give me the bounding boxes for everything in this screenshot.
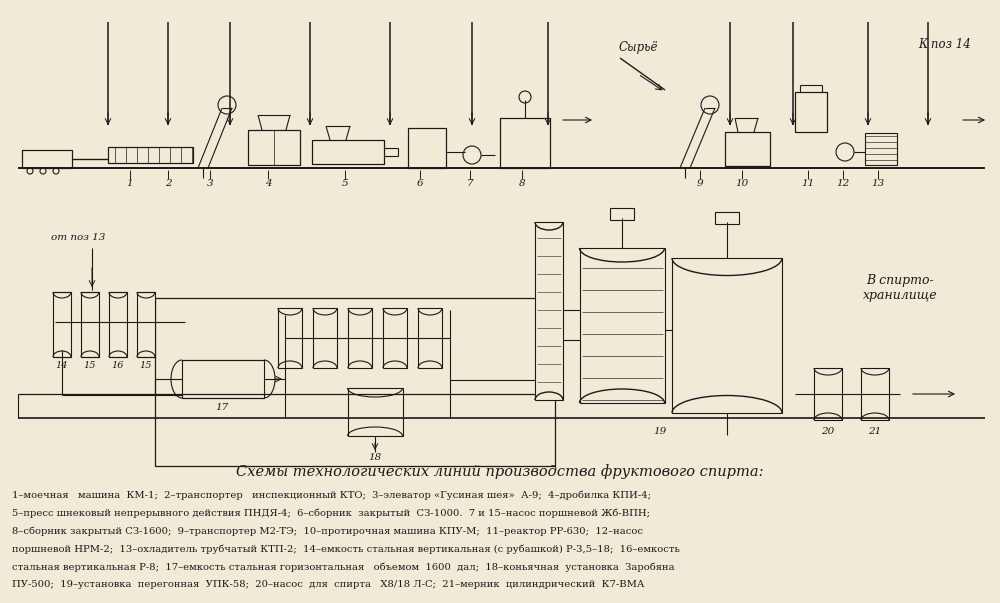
Bar xyxy=(672,258,782,413)
Text: 1: 1 xyxy=(127,180,133,189)
Text: 8–сборник закрытый СЗ-1600;  9–транспортер М2-ТЭ;  10–протирочная машина КПУ-М; : 8–сборник закрытый СЗ-1600; 9–транспорте… xyxy=(12,526,643,535)
Bar xyxy=(861,368,889,420)
Text: 13: 13 xyxy=(871,180,885,189)
Bar xyxy=(155,298,555,466)
Text: стальная вертикальная Р-8;  17–емкость стальная горизонтальная   объемом  1600  : стальная вертикальная Р-8; 17–емкость ст… xyxy=(12,562,675,572)
Text: 10: 10 xyxy=(735,180,749,189)
Bar xyxy=(814,368,842,420)
Bar xyxy=(312,140,384,164)
Bar xyxy=(278,308,302,368)
Bar xyxy=(715,212,739,224)
Text: 15: 15 xyxy=(84,361,96,370)
Text: 17: 17 xyxy=(215,403,229,412)
Bar xyxy=(865,133,897,165)
Circle shape xyxy=(836,143,854,161)
Text: 16: 16 xyxy=(112,361,124,370)
Text: 5: 5 xyxy=(342,180,348,189)
Text: 15: 15 xyxy=(140,361,152,370)
Bar xyxy=(313,308,337,368)
Text: 12: 12 xyxy=(836,180,850,189)
Bar xyxy=(500,118,550,168)
Circle shape xyxy=(701,96,719,114)
Text: 18: 18 xyxy=(368,453,382,463)
Text: 11: 11 xyxy=(801,180,815,189)
Circle shape xyxy=(53,168,59,174)
Bar xyxy=(22,150,72,168)
Circle shape xyxy=(519,91,531,103)
Bar xyxy=(108,147,193,163)
Text: 8: 8 xyxy=(519,180,525,189)
Bar xyxy=(795,92,827,132)
Bar xyxy=(248,130,300,165)
Text: В спирто-
хранилище: В спирто- хранилище xyxy=(863,274,937,302)
Bar xyxy=(725,132,770,166)
Text: 19: 19 xyxy=(653,428,667,437)
Text: Сырьё: Сырьё xyxy=(618,42,658,54)
Circle shape xyxy=(218,96,236,114)
Bar xyxy=(182,360,264,398)
Bar xyxy=(383,308,407,368)
Text: 5–пресс шнековый непрерывного действия ПНДЯ-4;  6–сборник  закрытый  СЗ-1000.  7: 5–пресс шнековый непрерывного действия П… xyxy=(12,508,650,517)
Text: 21: 21 xyxy=(868,428,882,437)
Text: 7: 7 xyxy=(467,180,473,189)
Bar xyxy=(348,308,372,368)
Bar xyxy=(535,222,563,400)
Text: поршневой НРМ-2;  13–охладитель трубчатый КТП-2;  14–емкость стальная вертикальн: поршневой НРМ-2; 13–охладитель трубчатый… xyxy=(12,544,680,554)
Text: ПУ-500;  19–установка  перегонная  УПК-58;  20–насос  для  спирта   Х8/18 Л-С;  : ПУ-500; 19–установка перегонная УПК-58; … xyxy=(12,580,644,589)
Text: 2: 2 xyxy=(165,180,171,189)
Text: Схемы технологических линий производства фруктового спирта:: Схемы технологических линий производства… xyxy=(236,464,764,479)
Bar xyxy=(610,208,634,220)
Bar xyxy=(137,292,155,357)
Text: 6: 6 xyxy=(417,180,423,189)
Text: 3: 3 xyxy=(207,180,213,189)
Text: 1–моечная   машина  КМ-1;  2–транспортер   инспекционный КТО;  3–элеватор «Гусин: 1–моечная машина КМ-1; 2–транспортер инс… xyxy=(12,490,651,499)
Circle shape xyxy=(463,146,481,164)
Bar xyxy=(81,292,99,357)
Text: 14: 14 xyxy=(56,361,68,370)
Circle shape xyxy=(27,168,33,174)
Bar xyxy=(109,292,127,357)
Bar xyxy=(53,292,71,357)
Text: К поз 14: К поз 14 xyxy=(919,39,971,51)
Text: 4: 4 xyxy=(265,180,271,189)
Bar xyxy=(408,128,446,168)
Bar xyxy=(580,248,665,403)
Text: от поз 13: от поз 13 xyxy=(51,233,105,242)
Bar xyxy=(418,308,442,368)
Circle shape xyxy=(40,168,46,174)
Bar xyxy=(348,388,403,436)
Text: 20: 20 xyxy=(821,428,835,437)
Text: 9: 9 xyxy=(697,180,703,189)
